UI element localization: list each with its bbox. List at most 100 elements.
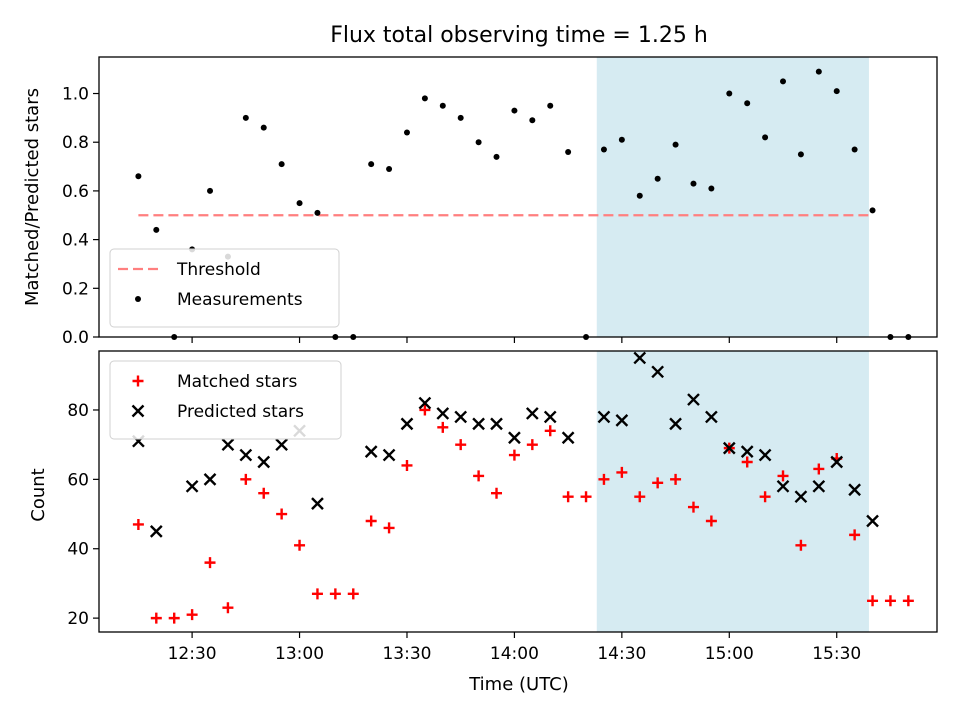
measurement-point bbox=[636, 192, 643, 199]
predicted-star-point bbox=[705, 410, 718, 424]
matched-star-point bbox=[813, 463, 825, 475]
measurement-point bbox=[780, 78, 787, 85]
y-tick-label: 1.0 bbox=[62, 85, 89, 105]
matched-star-point bbox=[150, 612, 162, 624]
predicted-star-point bbox=[758, 448, 772, 462]
matched-star-point bbox=[383, 522, 395, 534]
matched-star-point bbox=[705, 515, 717, 527]
measurement-point bbox=[242, 114, 249, 121]
matched-star-point bbox=[580, 491, 592, 503]
y-tick-label: 60 bbox=[67, 470, 89, 490]
predicted-star-point bbox=[203, 473, 217, 486]
matched-star-point bbox=[634, 491, 646, 503]
matched-star-point bbox=[795, 539, 807, 551]
measurement-point bbox=[457, 114, 464, 121]
predicted-star-point bbox=[185, 479, 199, 493]
predicted-star-point bbox=[490, 417, 503, 431]
matched-star-point bbox=[186, 609, 198, 621]
matched-star-point bbox=[276, 508, 288, 520]
legend: Threshold Measurements bbox=[109, 248, 340, 328]
measurement-point bbox=[762, 134, 769, 141]
legend-label: Matched stars bbox=[177, 372, 297, 392]
legend-box bbox=[109, 360, 342, 440]
measurement-point bbox=[869, 207, 876, 214]
top-y-axis-label: Matched/Predicted stars bbox=[22, 88, 43, 306]
matched-star-point bbox=[311, 588, 323, 600]
measurement-point bbox=[618, 136, 625, 143]
predicted-star-point bbox=[776, 479, 790, 493]
matched-star-point bbox=[759, 491, 771, 503]
measurement-point bbox=[833, 88, 840, 95]
x-tick-label: 12:30 bbox=[168, 644, 217, 664]
matched-star-point bbox=[294, 539, 306, 551]
predicted-star-point bbox=[687, 393, 700, 406]
matched-star-point bbox=[902, 595, 914, 607]
predicted-star-point bbox=[866, 514, 879, 528]
legend-measurement-swatch bbox=[135, 296, 141, 302]
measurement-point bbox=[386, 166, 393, 172]
measurement-point bbox=[600, 146, 607, 153]
y-tick-label: 80 bbox=[67, 401, 89, 421]
x-tick-label: 14:00 bbox=[490, 644, 539, 664]
matched-star-point bbox=[204, 557, 216, 569]
matched-star-point bbox=[132, 518, 144, 530]
predicted-star-point bbox=[669, 417, 682, 431]
predicted-star-point bbox=[239, 448, 253, 462]
x-tick-label: 13:30 bbox=[382, 644, 431, 664]
measurement-point bbox=[368, 161, 375, 168]
measurement-point bbox=[475, 139, 482, 146]
y-tick-label: 40 bbox=[67, 540, 89, 560]
predicted-star-point bbox=[651, 365, 665, 379]
predicted-star-point bbox=[615, 414, 629, 427]
y-tick-label: 0.8 bbox=[62, 133, 89, 153]
predicted-star-point bbox=[794, 490, 808, 504]
predicted-star-point bbox=[740, 445, 754, 458]
matched-star-point bbox=[401, 459, 413, 471]
predicted-star-point bbox=[508, 431, 521, 445]
chart-title: Flux total observing time = 1.25 h bbox=[330, 23, 708, 48]
measurement-point bbox=[797, 151, 804, 158]
matched-star-point bbox=[616, 466, 628, 478]
measurement-point bbox=[511, 107, 518, 114]
measurement-point bbox=[708, 185, 715, 192]
predicted-star-point bbox=[149, 525, 163, 538]
shaded-region bbox=[596, 351, 869, 632]
measurement-point bbox=[421, 95, 428, 102]
matched-star-point bbox=[652, 477, 664, 489]
measurement-point bbox=[547, 102, 554, 109]
predicted-star-point bbox=[525, 407, 539, 420]
measurement-point bbox=[851, 146, 858, 153]
matched-star-point bbox=[419, 404, 431, 416]
x-tick-label: 15:30 bbox=[812, 644, 861, 664]
predicted-star-point bbox=[812, 479, 826, 493]
axes-frame bbox=[98, 350, 938, 633]
measurement-point bbox=[153, 226, 160, 233]
predicted-star-point bbox=[257, 455, 271, 469]
predicted-star-point bbox=[400, 417, 414, 431]
measurement-point bbox=[565, 148, 572, 155]
measurement-point bbox=[403, 129, 410, 136]
measurement-point bbox=[654, 175, 661, 182]
predicted-star-point bbox=[722, 441, 736, 455]
measurement-point bbox=[529, 117, 536, 124]
measurement-point bbox=[207, 187, 214, 194]
y-tick-label: 0.2 bbox=[62, 279, 89, 299]
matched-star-point bbox=[777, 470, 789, 482]
x-axis-label: Time (UTC) bbox=[468, 674, 569, 695]
bottom-y-axis-label: Count bbox=[28, 468, 49, 521]
matched-star-point bbox=[849, 529, 861, 541]
legend-label: Measurements bbox=[177, 290, 303, 310]
matched-star-point bbox=[437, 421, 449, 433]
predicted-star-point bbox=[633, 351, 647, 365]
measurement-point bbox=[439, 102, 446, 109]
y-tick-label: 0.4 bbox=[62, 231, 89, 251]
matched-star-point bbox=[508, 449, 520, 461]
matched-star-point bbox=[598, 473, 610, 485]
matched-star-point bbox=[347, 588, 359, 600]
matched-star-point bbox=[329, 588, 341, 600]
predicted-star-point bbox=[543, 410, 557, 424]
matched-star-point bbox=[168, 612, 180, 624]
legend-predicted-swatch bbox=[131, 404, 145, 418]
y-tick-label: 20 bbox=[67, 609, 89, 629]
